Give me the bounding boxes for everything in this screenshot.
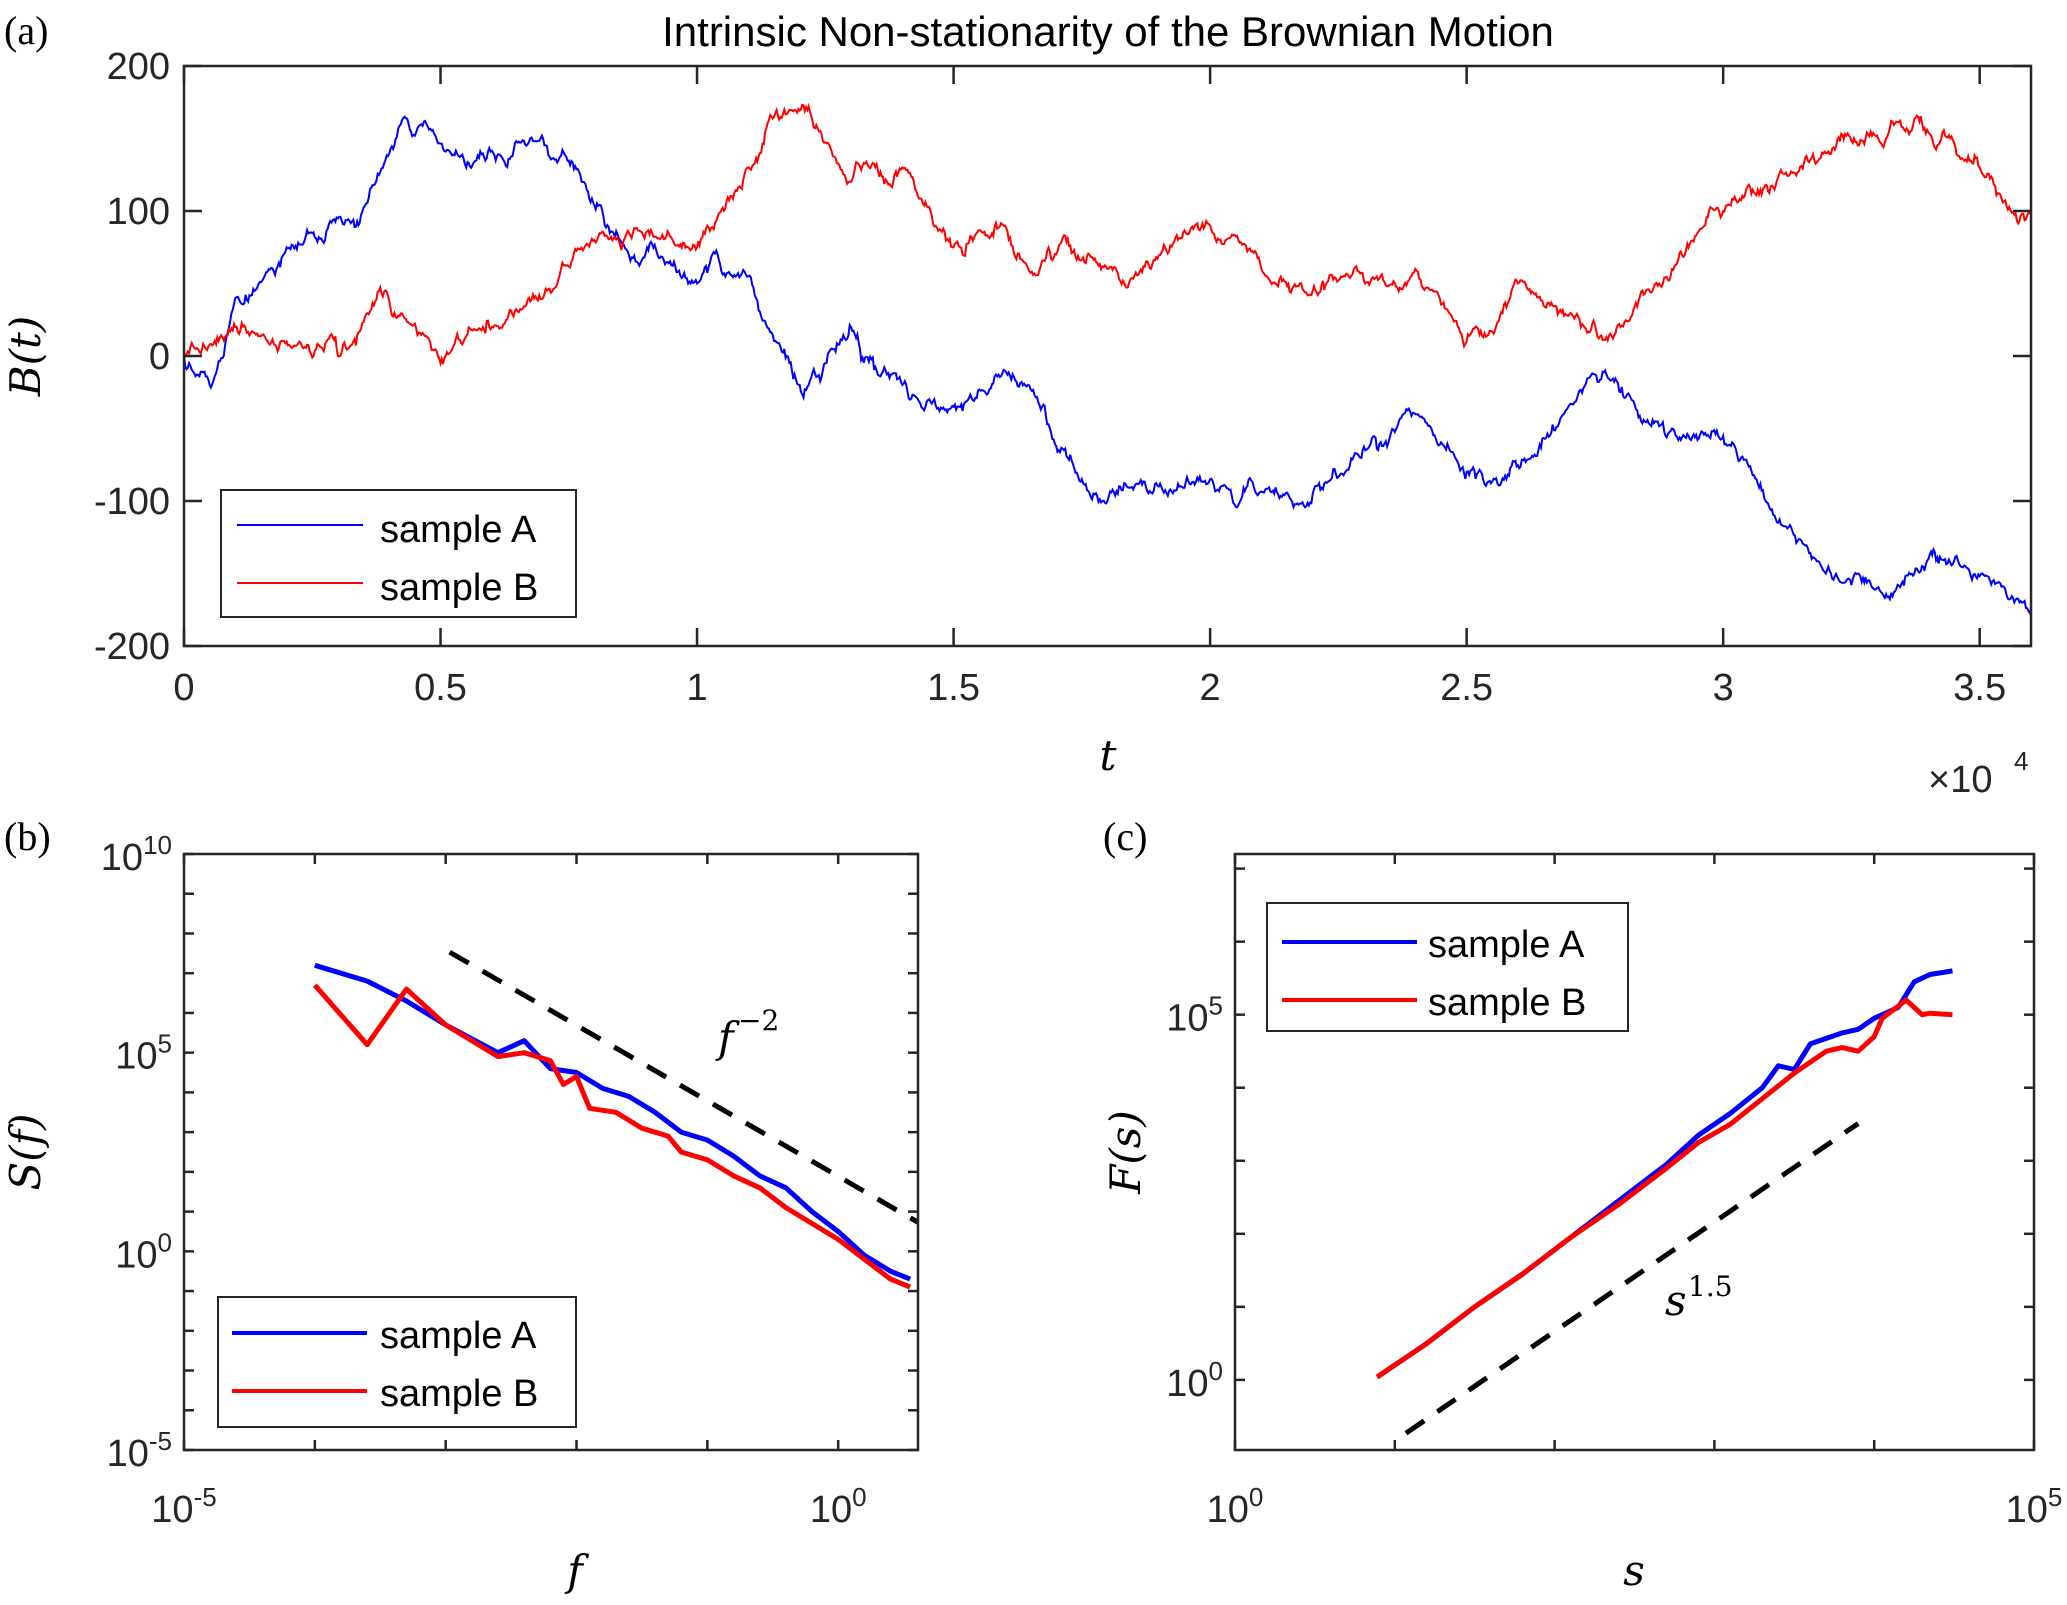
annotation-c-base: s: [1665, 1276, 1687, 1325]
x-multiplier: ×10 4: [1928, 746, 2028, 801]
y-tick-label-b: 100: [115, 1227, 172, 1276]
axes-box-b: [182, 852, 920, 1452]
panel-label-a: (a): [4, 8, 48, 53]
panel-b: (b) 10-5 100 1010 105 100 10-5 f S(f) f −2 sa…: [1, 814, 920, 1595]
x-tick-label-a: 2.5: [1440, 667, 1493, 709]
y-tick-label-a: 200: [107, 46, 170, 88]
legend-box-b: [217, 1296, 577, 1428]
y-tick-label-b: 105: [115, 1029, 172, 1078]
legend-label-sample-a: sample A: [1428, 924, 1585, 966]
y-axis-label-c: F(s): [1101, 1110, 1150, 1194]
y-tick-label-c: 100: [1166, 1356, 1223, 1405]
annotation-c: s 1.5: [1665, 1270, 1733, 1325]
reference-line-b: [448, 949, 920, 1225]
plot-area-a: [183, 102, 2032, 616]
x-tick-label-c: 100: [1207, 1482, 1264, 1531]
legend-label-sample-b: sample B: [1428, 982, 1586, 1024]
ticks-c: 100 105 105 100: [1166, 854, 2062, 1531]
panel-label-c: (c): [1103, 814, 1147, 859]
legend-label-sample-a: sample A: [380, 1315, 537, 1357]
x-axis-label-a: t: [1100, 731, 1117, 780]
chart-title: Intrinsic Non-stationarity of the Browni…: [662, 8, 1554, 55]
ticks-a: 0 0.5 1 1.5 2 2.5 3 3.5 200 100 0 -100 -200: [94, 46, 2031, 709]
plot-area-c: [1375, 968, 1953, 1436]
legend-box-a: [220, 489, 577, 618]
y-axis-label-b-text: S(f): [1, 1113, 50, 1190]
x-tick-label-b: 10-5: [151, 1482, 216, 1531]
y-axis-label-b: S(f): [1, 1113, 50, 1190]
x-axis-label-c: s: [1623, 1546, 1645, 1595]
legend-label-sample-b: sample B: [380, 567, 538, 609]
y-tick-label-a: 100: [107, 191, 170, 233]
panel-label-b: (b): [4, 814, 51, 859]
y-tick-label-a: -200: [94, 626, 170, 668]
x-axis-label-b: f: [564, 1546, 589, 1595]
x-tick-label-a: 1: [686, 667, 707, 709]
panel-c: (c) 100 105 105 100 s F(s) s 1.5 sample A s…: [1101, 814, 2062, 1595]
series-line-sample-a: [183, 115, 2032, 616]
series-line-sample-b: [312, 983, 912, 1290]
legend-label-sample-b: sample B: [380, 1373, 538, 1415]
y-tick-label-b: 1010: [101, 830, 172, 879]
x-tick-label-a: 0.5: [414, 667, 467, 709]
annotation-b-exp: −2: [738, 1004, 779, 1037]
legend-label-sample-a: sample A: [380, 509, 537, 551]
reference-line-c: [1404, 1121, 1860, 1436]
ticks-b: 10-5 100 1010 105 100 10-5: [101, 830, 918, 1531]
x-tick-label-a: 2: [1200, 667, 1221, 709]
axes-box-c: [1233, 852, 2036, 1452]
legend-b: sample A sample B: [217, 1296, 577, 1428]
y-tick-label-a: -100: [94, 481, 170, 523]
y-tick-label-a: 0: [149, 336, 170, 378]
x-tick-label-a: 3: [1713, 667, 1734, 709]
annotation-b-base: f: [715, 1013, 740, 1062]
plot-area-b: [312, 949, 920, 1290]
x-multiplier-exp: 4: [2014, 746, 2028, 776]
y-axis-label-a: B(t): [1, 316, 50, 398]
legend-a: sample A sample B: [220, 489, 577, 618]
y-axis-label-c-text: F(s): [1101, 1110, 1150, 1194]
y-axis-label-a-text: B(t): [1, 316, 50, 398]
x-multiplier-base: ×10: [1928, 759, 1992, 801]
annotation-c-exp: 1.5: [1688, 1270, 1733, 1303]
panel-a: (a) Intrinsic Non-stationarity of the Br…: [1, 8, 2033, 801]
series-line-sample-b: [1375, 997, 1953, 1380]
x-tick-label-a: 3.5: [1953, 667, 2006, 709]
annotation-b: f −2: [715, 1004, 779, 1062]
legend-box-c: [1266, 902, 1629, 1032]
series-line-sample-b: [183, 102, 2032, 368]
x-tick-label-a: 0: [173, 667, 194, 709]
legend-c: sample A sample B: [1266, 902, 1629, 1032]
series-line-sample-a: [314, 962, 912, 1282]
x-tick-label-b: 100: [810, 1482, 867, 1531]
x-tick-label-a: 1.5: [927, 667, 980, 709]
y-tick-label-b: 10-5: [107, 1426, 172, 1475]
y-tick-label-c: 105: [1166, 991, 1223, 1040]
x-tick-label-c: 105: [2006, 1482, 2063, 1531]
